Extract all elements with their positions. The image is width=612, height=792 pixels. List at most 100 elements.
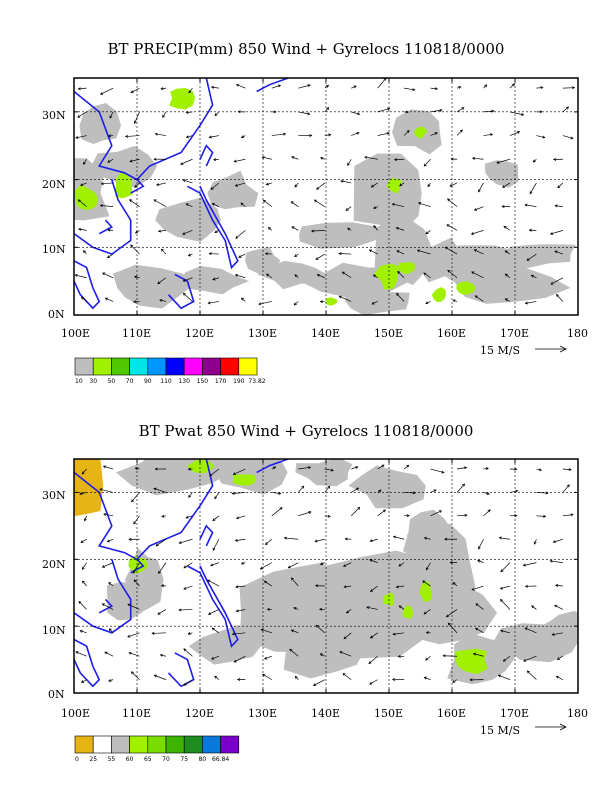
colorbar-label: 90 bbox=[144, 378, 152, 385]
wind-arrow-head bbox=[461, 107, 465, 110]
precip-area-gray bbox=[181, 266, 250, 295]
wind-arrow-head bbox=[236, 677, 241, 682]
wind-arrow bbox=[130, 87, 140, 93]
wind-arrow bbox=[425, 655, 431, 661]
wind-arrow-head bbox=[130, 244, 134, 248]
panel1-lon-150e: 150E bbox=[374, 327, 404, 340]
wind-arrow-head bbox=[287, 565, 291, 569]
wind-arrow bbox=[78, 601, 87, 610]
wind-arrow-head bbox=[571, 86, 576, 90]
wind-arrow bbox=[471, 585, 484, 591]
wind-arrow-head bbox=[233, 659, 237, 663]
wind-arrow-head bbox=[261, 156, 265, 159]
wind-arrow-head bbox=[133, 521, 137, 525]
wind-arrow bbox=[430, 489, 437, 493]
wind-arrow-head bbox=[127, 603, 131, 607]
wind-arrow bbox=[183, 277, 193, 282]
wind-arrow bbox=[233, 468, 246, 475]
wind-arrow-head bbox=[207, 579, 211, 583]
wind-arrow-head bbox=[502, 658, 506, 662]
wind-arrow-head bbox=[539, 110, 543, 114]
wind-arrow-head bbox=[133, 579, 137, 583]
wind-arrow-head bbox=[471, 587, 475, 591]
wind-arrow bbox=[344, 585, 352, 588]
wind-arrow-head bbox=[316, 273, 320, 277]
wind-arrow-head bbox=[399, 183, 403, 187]
wind-arrow-head bbox=[433, 489, 437, 493]
colorbar-swatch bbox=[74, 357, 94, 376]
wind-arrow-head bbox=[101, 564, 105, 568]
wind-arrow-head bbox=[294, 184, 298, 188]
wind-arrow bbox=[212, 515, 220, 521]
wind-arrow-head bbox=[153, 157, 157, 161]
wind-arrow-head bbox=[266, 607, 270, 611]
wind-arrow bbox=[127, 632, 140, 638]
panel2-lon-140e: 140E bbox=[311, 707, 341, 720]
wind-arrow-head bbox=[159, 298, 163, 302]
panel2-lat-10n: 10N bbox=[42, 624, 66, 637]
wind-arrow bbox=[396, 227, 405, 231]
coastline bbox=[167, 273, 195, 310]
precip-area-green bbox=[398, 261, 416, 275]
wind-arrow bbox=[471, 271, 484, 279]
wind-arrow-head bbox=[75, 136, 79, 139]
wind-arrow bbox=[477, 560, 484, 563]
precip-area-gray bbox=[500, 244, 576, 269]
wind-arrow-head bbox=[108, 628, 112, 632]
wind-arrow bbox=[183, 585, 193, 590]
wind-arrow bbox=[108, 582, 114, 587]
wind-arrow-head bbox=[502, 185, 506, 188]
wind-arrow-head bbox=[106, 255, 111, 259]
wind-arrow-head bbox=[265, 273, 270, 277]
wind-arrow bbox=[399, 182, 405, 187]
wind-arrow-head bbox=[405, 110, 409, 114]
wind-arrow-head bbox=[500, 569, 504, 573]
wind-arrow-head bbox=[235, 235, 239, 239]
coastline bbox=[98, 598, 114, 614]
precip-area-gray bbox=[299, 222, 384, 249]
wind-arrow bbox=[293, 607, 299, 610]
panel1-lat-10n: 10N bbox=[42, 243, 66, 256]
wind-arrow-head bbox=[370, 184, 374, 188]
wind-arrow bbox=[404, 492, 416, 494]
wind-arrow-head bbox=[568, 468, 572, 472]
wind-arrow bbox=[266, 273, 273, 279]
wind-arrow-head bbox=[412, 491, 416, 495]
wind-arrow-head bbox=[392, 535, 397, 539]
wind-arrow bbox=[316, 625, 325, 634]
wind-arrow-head bbox=[533, 541, 537, 545]
wind-arrow-head bbox=[130, 671, 134, 675]
wind-arrow bbox=[125, 135, 140, 137]
wind-arrow-head bbox=[182, 232, 186, 235]
wind-arrow bbox=[214, 111, 220, 116]
wind-arrow-head bbox=[182, 278, 186, 282]
wind-arrow-head bbox=[378, 489, 382, 493]
wind-arrow-head bbox=[526, 258, 530, 261]
wind-arrow bbox=[342, 271, 352, 279]
wind-arrow-head bbox=[82, 580, 85, 584]
wind-arrow bbox=[102, 562, 114, 568]
wind-arrow bbox=[234, 655, 246, 663]
panel2-lat-30n: 30N bbox=[42, 489, 66, 502]
wind-arrow-head bbox=[188, 90, 192, 94]
wind-arrow bbox=[75, 651, 87, 657]
wind-arrow-head bbox=[283, 132, 287, 136]
wind-arrow-head bbox=[497, 674, 502, 678]
wind-arrow-head bbox=[391, 677, 396, 682]
wind-arrow bbox=[557, 182, 564, 189]
coastline bbox=[167, 652, 195, 688]
wind-arrow-head bbox=[459, 129, 463, 133]
wind-arrow-head bbox=[439, 108, 443, 112]
colorbar-swatch bbox=[220, 357, 240, 376]
wind-arrow-head bbox=[211, 656, 215, 660]
wind-arrow bbox=[298, 84, 311, 89]
wind-arrow bbox=[105, 297, 114, 302]
wind-arrow bbox=[208, 609, 220, 615]
wind-arrow bbox=[81, 468, 87, 475]
wind-arrow-head bbox=[327, 485, 331, 489]
pwat-area-green bbox=[232, 474, 257, 486]
wind-arrow-head bbox=[104, 651, 108, 655]
wind-arrow-head bbox=[309, 133, 313, 138]
wind-arrow bbox=[536, 492, 549, 494]
colorbar-swatch bbox=[220, 735, 240, 754]
